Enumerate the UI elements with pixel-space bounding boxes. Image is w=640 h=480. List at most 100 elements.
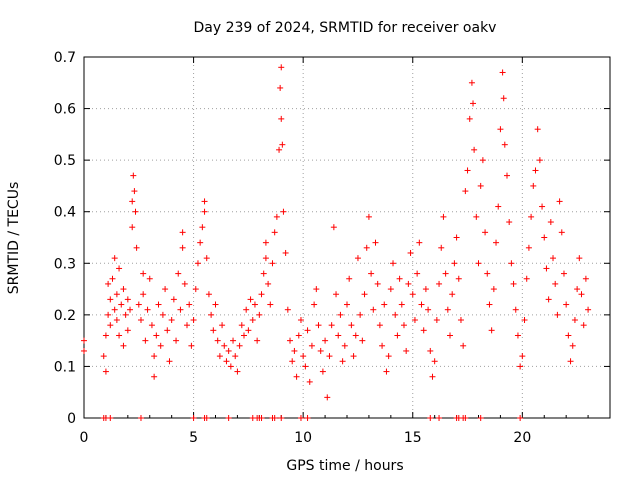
data-point: [271, 229, 278, 236]
data-point: [256, 311, 263, 318]
data-point: [159, 311, 166, 318]
data-point: [372, 239, 379, 246]
data-point: [337, 311, 344, 318]
data-point: [254, 337, 261, 344]
y-axis-label: SRMTID / TECUs: [6, 182, 22, 295]
data-point: [124, 327, 131, 334]
data-point: [407, 249, 414, 256]
data-point: [517, 415, 524, 421]
data-point: [506, 219, 513, 226]
data-point: [431, 358, 438, 365]
data-point: [208, 311, 215, 318]
data-point: [146, 275, 153, 282]
data-point: [370, 306, 377, 313]
data-point: [359, 337, 366, 344]
data-point: [436, 280, 443, 287]
x-axis-label: GPS time / hours: [286, 458, 403, 474]
data-point: [560, 270, 567, 277]
data-point: [585, 306, 592, 313]
data-point: [521, 317, 528, 324]
data-point: [427, 347, 434, 354]
data-point: [442, 270, 449, 277]
data-point: [289, 358, 296, 365]
data-point: [282, 249, 289, 256]
data-point: [341, 342, 348, 349]
data-point: [102, 368, 109, 375]
data-point: [265, 280, 272, 287]
data-point: [501, 141, 508, 148]
data-point: [223, 358, 230, 365]
axis-ticks: [83, 56, 610, 419]
data-point: [210, 327, 217, 334]
data-point: [190, 317, 197, 324]
data-point: [374, 280, 381, 287]
data-points: [81, 64, 592, 421]
data-point: [462, 188, 469, 195]
grid-lines: [84, 57, 610, 418]
data-point: [304, 415, 311, 421]
data-point: [449, 291, 456, 298]
data-point: [140, 270, 147, 277]
data-point: [477, 182, 484, 189]
data-point: [534, 126, 541, 133]
data-point: [396, 275, 403, 282]
data-point: [530, 182, 537, 189]
data-point: [173, 337, 180, 344]
data-point: [418, 301, 425, 308]
data-point: [190, 415, 197, 421]
data-point: [181, 280, 188, 287]
data-point: [81, 337, 87, 344]
data-point: [344, 301, 350, 308]
data-point: [107, 322, 114, 329]
data-point: [328, 322, 335, 329]
data-point: [155, 301, 162, 308]
data-point: [118, 301, 125, 308]
data-point: [273, 213, 280, 220]
data-point: [436, 415, 443, 421]
data-point: [205, 291, 212, 298]
data-point: [291, 347, 298, 354]
data-point: [440, 213, 447, 220]
data-point: [473, 213, 480, 220]
data-point: [116, 332, 123, 339]
data-point: [111, 306, 118, 313]
data-point: [486, 301, 493, 308]
data-point: [582, 275, 589, 282]
data-point: [335, 332, 342, 339]
data-point: [234, 368, 241, 375]
data-point: [225, 415, 232, 421]
data-point: [414, 270, 421, 277]
data-point: [451, 260, 458, 267]
data-point: [497, 126, 504, 133]
data-point: [477, 415, 484, 421]
data-point: [151, 373, 158, 380]
y-tick-label: 0.5: [54, 153, 76, 169]
data-point: [133, 244, 140, 251]
data-point: [277, 84, 284, 91]
data-point: [179, 229, 186, 236]
data-point: [363, 244, 370, 251]
data-point: [199, 224, 206, 231]
plot-frame: [83, 56, 611, 419]
data-point: [576, 255, 583, 262]
data-point: [276, 146, 283, 153]
data-point: [203, 255, 210, 262]
data-point: [311, 301, 318, 308]
data-point: [192, 286, 199, 293]
data-point: [137, 317, 144, 324]
data-point: [433, 317, 440, 324]
data-point: [116, 265, 123, 272]
data-point: [425, 306, 432, 313]
data-point: [457, 317, 464, 324]
data-point: [240, 332, 247, 339]
data-point: [385, 353, 392, 360]
data-point: [107, 415, 114, 421]
y-tick-label: 0: [67, 411, 76, 427]
data-point: [162, 286, 169, 293]
data-point: [357, 311, 364, 318]
data-point: [571, 317, 578, 324]
data-point: [315, 322, 322, 329]
data-point: [127, 306, 134, 313]
data-point: [132, 208, 139, 215]
data-point: [444, 306, 451, 313]
